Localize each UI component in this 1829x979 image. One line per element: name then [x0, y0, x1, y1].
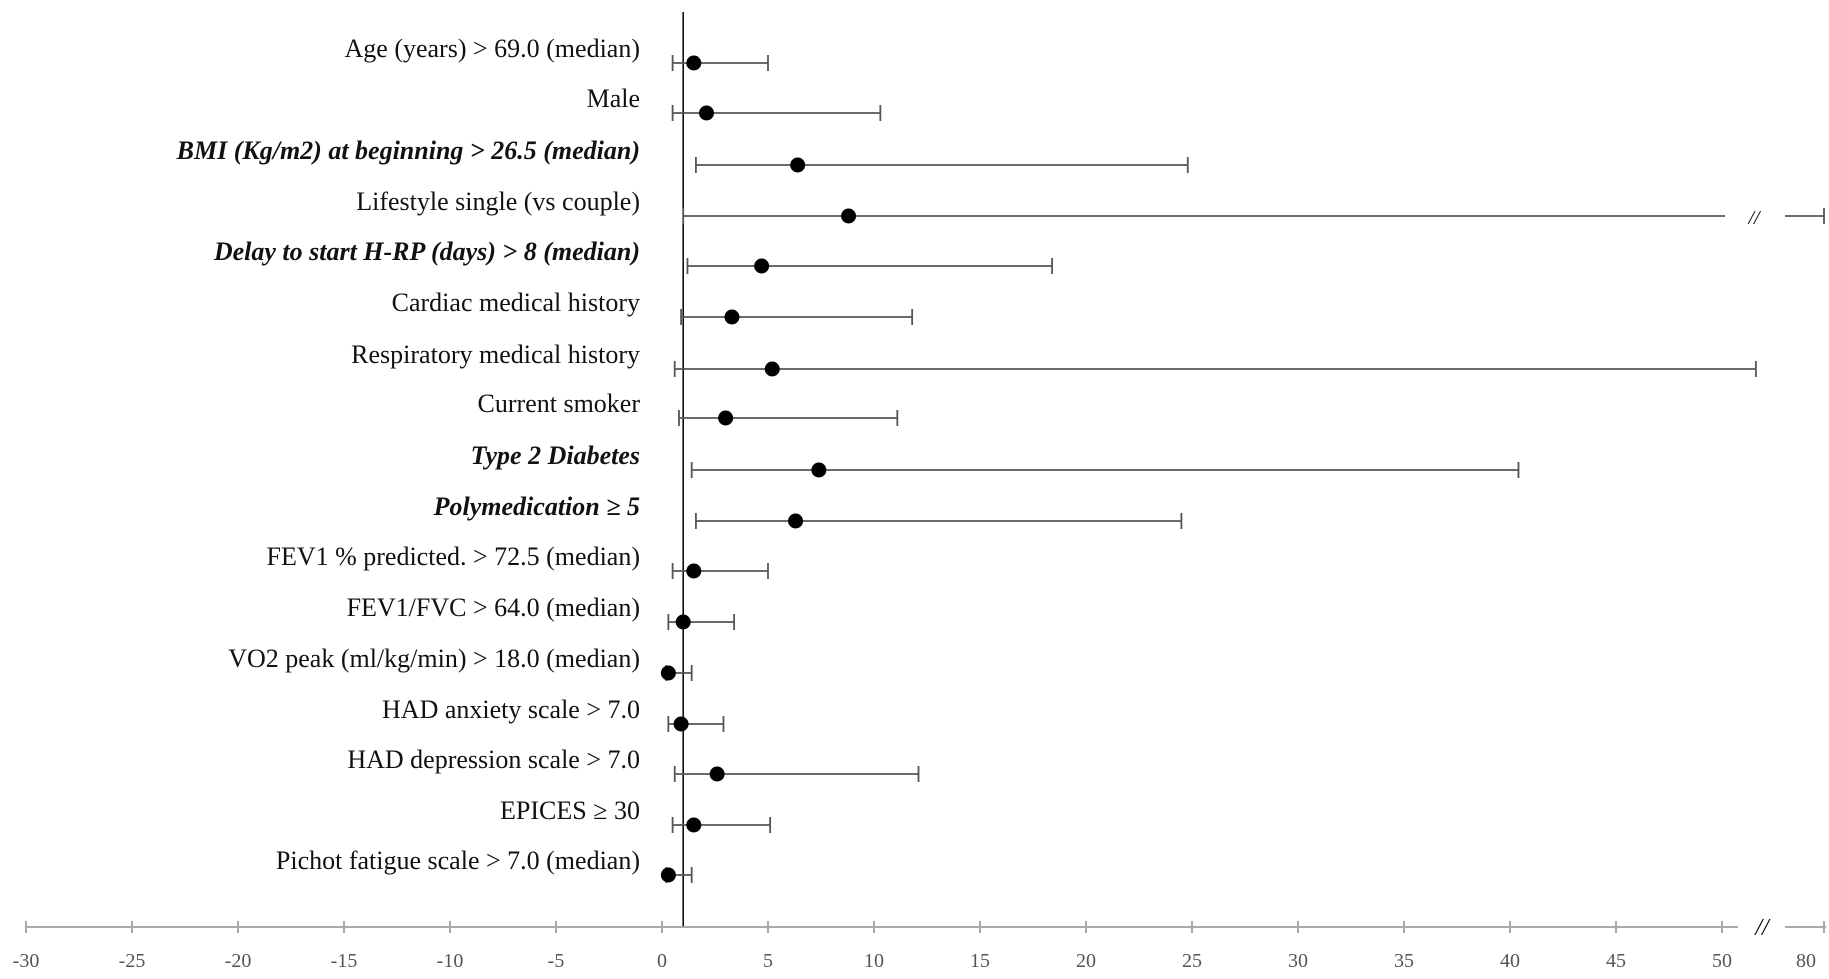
- point-estimate: [718, 410, 734, 426]
- point-estimate: [790, 157, 806, 173]
- x-tick-label: 0: [657, 950, 667, 972]
- point-estimate: [673, 716, 689, 732]
- row-label: FEV1 % predicted. > 72.5 (median): [266, 542, 640, 571]
- x-tick-label: -30: [13, 950, 40, 972]
- row-label: Age (years) > 69.0 (median): [345, 34, 641, 63]
- point-estimate: [841, 208, 857, 224]
- point-estimate: [686, 563, 702, 579]
- x-tick-label: 5: [763, 950, 773, 972]
- x-tick-label: -25: [119, 950, 146, 972]
- point-estimate: [709, 766, 725, 782]
- row-label: Male: [587, 84, 640, 113]
- row-label: Polymedication ≥ 5: [433, 492, 640, 521]
- row-label: HAD anxiety scale > 7.0: [382, 695, 640, 724]
- row-label: HAD depression scale > 7.0: [347, 745, 640, 774]
- point-estimate: [764, 361, 780, 377]
- x-tick-label: 40: [1500, 950, 1520, 972]
- ci-break-symbol: //: [1747, 207, 1762, 229]
- point-estimate: [699, 105, 715, 121]
- point-estimate: [686, 817, 702, 833]
- row-label: Pichot fatigue scale > 7.0 (median): [276, 846, 640, 875]
- axis-break-symbol: //: [1753, 915, 1771, 941]
- row-label: Lifestyle single (vs couple): [356, 187, 640, 216]
- row-label: Type 2 Diabetes: [471, 441, 640, 470]
- x-tick-label: -5: [548, 950, 565, 972]
- point-estimate: [788, 513, 804, 529]
- x-tick-label: 50: [1712, 950, 1732, 972]
- row-label: Delay to start H-RP (days) > 8 (median): [213, 237, 640, 266]
- row-label: BMI (Kg/m2) at beginning > 26.5 (median): [176, 136, 640, 165]
- point-estimate: [660, 665, 676, 681]
- row-label: VO2 peak (ml/kg/min) > 18.0 (median): [228, 644, 640, 673]
- x-tick-label: -15: [331, 950, 358, 972]
- x-tick-label: 45: [1606, 950, 1626, 972]
- x-tick-label: -10: [437, 950, 464, 972]
- x-tick-label-extended: 80: [1796, 950, 1816, 972]
- x-tick-label: 10: [864, 950, 884, 972]
- point-estimate: [754, 258, 770, 274]
- row-label: Cardiac medical history: [392, 288, 640, 317]
- row-label: Respiratory medical history: [351, 340, 640, 369]
- x-tick-label: 25: [1182, 950, 1202, 972]
- x-tick-label: -20: [225, 950, 252, 972]
- x-tick-label: 20: [1076, 950, 1096, 972]
- point-estimate: [811, 462, 827, 478]
- row-label: Current smoker: [478, 389, 641, 418]
- point-estimate: [675, 614, 691, 630]
- x-tick-label: 15: [970, 950, 990, 972]
- point-estimate: [686, 55, 702, 71]
- row-label: EPICES ≥ 30: [500, 796, 640, 825]
- x-tick-label: 35: [1394, 950, 1414, 972]
- x-tick-label: 30: [1288, 950, 1308, 972]
- row-label: FEV1/FVC > 64.0 (median): [347, 593, 640, 622]
- point-estimate: [660, 867, 676, 883]
- point-estimate: [724, 309, 740, 325]
